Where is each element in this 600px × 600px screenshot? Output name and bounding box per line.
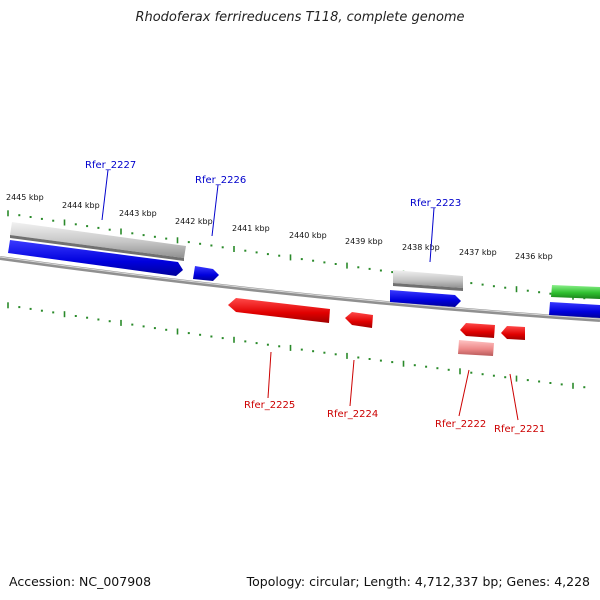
gene-rfer-2223-grey[interactable] (393, 270, 463, 291)
ruler-label-2438: 2438 kbp (402, 243, 440, 252)
gene-right-blue[interactable] (549, 302, 600, 318)
ruler-label-2443: 2443 kbp (119, 209, 157, 218)
gene-rfer-2226[interactable] (193, 266, 219, 281)
gene-rfer-2221[interactable] (501, 326, 525, 340)
gene-label-rfer-2225[interactable]: Rfer_2225 (244, 400, 295, 411)
gene-rfer-2223[interactable] (390, 290, 461, 307)
ruler-label-2436: 2436 kbp (515, 252, 553, 261)
gene-rfer-2227-grey[interactable] (10, 222, 186, 261)
gene-rfer-2222-pink[interactable] (458, 340, 494, 356)
gene-label-rfer-2222[interactable]: Rfer_2222 (435, 419, 486, 430)
accession-text: Accession: NC_007908 (9, 574, 152, 589)
ruler-label-2440: 2440 kbp (289, 231, 327, 240)
gene-label-rfer-2224[interactable]: Rfer_2224 (327, 409, 378, 420)
ruler-label-2445: 2445 kbp (6, 193, 44, 202)
genome-summary-text: Topology: circular; Length: 4,712,337 bp… (246, 574, 590, 589)
gene-labels-reverse: Rfer_2225 Rfer_2224 Rfer_2222 Rfer_2221 (244, 400, 545, 435)
gene-label-rfer-2223[interactable]: Rfer_2223 (410, 198, 461, 209)
ruler-label-2444: 2444 kbp (62, 201, 100, 210)
gene-rfer-2222[interactable] (460, 323, 495, 338)
genome-backbone (0, 256, 600, 322)
gene-rfer-2227[interactable] (8, 240, 183, 276)
gene-labels-forward: Rfer_2227 Rfer_2226 Rfer_2223 (85, 160, 461, 209)
gene-label-rfer-2227[interactable]: Rfer_2227 (85, 160, 136, 171)
scale-ticks-reverse (7, 302, 586, 389)
page-title: Rhodoferax ferrireducens T118, complete … (135, 10, 465, 25)
ruler-label-2442: 2442 kbp (175, 217, 213, 226)
gene-rfer-2225[interactable] (228, 298, 330, 323)
ruler-label-2441: 2441 kbp (232, 224, 270, 233)
gene-right-green[interactable] (551, 285, 600, 299)
ruler-label-2439: 2439 kbp (345, 237, 383, 246)
leader-lines (101, 169, 519, 421)
gene-label-rfer-2221[interactable]: Rfer_2221 (494, 424, 545, 435)
gene-rfer-2224[interactable] (345, 312, 373, 328)
ruler-label-2437: 2437 kbp (459, 248, 497, 257)
ruler-labels: 2445 kbp 2444 kbp 2443 kbp 2442 kbp 2441… (6, 193, 553, 261)
gene-label-rfer-2226[interactable]: Rfer_2226 (195, 175, 246, 186)
